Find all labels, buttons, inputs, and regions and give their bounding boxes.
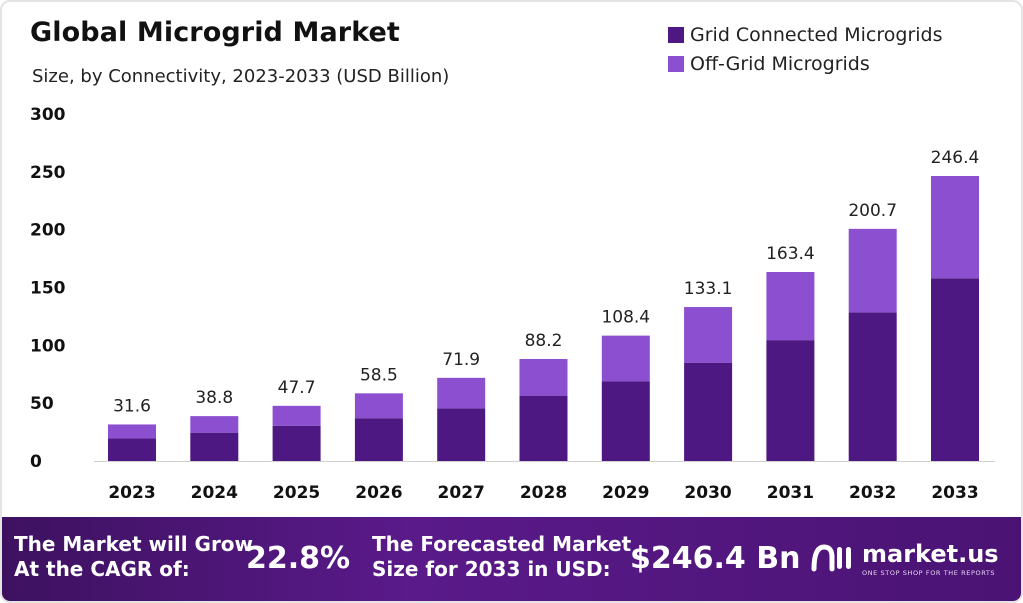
legend-label-grid-connected: Grid Connected Microgrids — [690, 23, 943, 46]
summary-banner: The Market will Grow At the CAGR of: 22.… — [2, 517, 1021, 601]
cagr-label-line2: At the CAGR of: — [14, 557, 190, 581]
bar-grid-connected — [108, 438, 156, 461]
legend-swatch-off-grid — [668, 55, 684, 72]
y-tick-label: 200 — [30, 221, 66, 241]
y-tick-label: 150 — [30, 279, 66, 299]
x-tick-label: 2032 — [849, 483, 896, 503]
x-tick-label: 2030 — [684, 483, 731, 503]
forecast-label-line1: The Forecasted Market — [372, 532, 632, 556]
bar-total-label: 58.5 — [360, 365, 398, 385]
cagr-value: 22.8% — [246, 541, 351, 576]
bar-grid-connected — [272, 425, 321, 461]
bar-total-label: 246.4 — [931, 148, 980, 168]
bar-off-grid — [108, 424, 156, 439]
bar-total-label: 133.1 — [684, 279, 733, 299]
bar-off-grid — [848, 228, 897, 313]
bar-off-grid — [354, 393, 403, 419]
bar-off-grid — [931, 175, 979, 279]
bar-grid-connected — [684, 362, 733, 461]
cagr-label-line1: The Market will Grow — [14, 532, 254, 556]
bar-grid-connected — [848, 312, 897, 461]
bar-total-label: 71.9 — [442, 350, 480, 370]
y-tick-label: 0 — [30, 452, 42, 472]
bar-off-grid — [437, 377, 486, 409]
bar-total-label: 31.6 — [113, 396, 151, 416]
bar-total-label: 200.7 — [848, 201, 897, 221]
chart-subtitle: Size, by Connectivity, 2023-2033 (USD Bi… — [32, 66, 450, 87]
cagr-label: The Market will Grow At the CAGR of: — [14, 532, 253, 582]
brand-tagline: ONE STOP SHOP FOR THE REPORTS — [862, 569, 996, 577]
forecast-value: $246.4 Bn — [630, 541, 801, 576]
legend-label-off-grid: Off-Grid Microgrids — [690, 52, 870, 75]
chart-title: Global Microgrid Market — [30, 17, 400, 48]
y-tick-label: 250 — [30, 163, 66, 183]
y-tick-label: 300 — [30, 105, 66, 125]
x-tick-label: 2025 — [273, 483, 320, 503]
forecast-label-line2: Size for 2033 in USD: — [372, 557, 611, 581]
bar-grid-connected — [190, 432, 239, 461]
bar-total-label: 38.8 — [195, 388, 233, 408]
bar-off-grid — [190, 416, 239, 433]
bar-off-grid — [766, 272, 815, 341]
bar-grid-connected — [437, 408, 486, 461]
brand-logo: market.us ONE STOP SHOP FOR THE REPORTS — [810, 539, 999, 579]
x-tick-label: 2023 — [108, 483, 155, 503]
legend-item-grid-connected: Grid Connected Microgrids — [668, 20, 943, 49]
y-tick-label: 50 — [30, 394, 54, 414]
bar-total-label: 47.7 — [278, 378, 316, 398]
x-tick-label: 2028 — [520, 483, 567, 503]
legend-swatch-grid-connected — [668, 26, 684, 43]
bar-grid-connected — [519, 395, 568, 461]
bar-off-grid — [519, 358, 568, 396]
bar-off-grid — [684, 307, 733, 363]
bar-off-grid — [272, 405, 321, 426]
forecast-label: The Forecasted Market Size for 2033 in U… — [372, 532, 631, 582]
x-tick-label: 2029 — [602, 483, 649, 503]
x-tick-label: 2024 — [191, 483, 238, 503]
bar-total-label: 88.2 — [525, 331, 563, 351]
bar-grid-connected — [354, 418, 403, 461]
x-tick-label: 2027 — [438, 483, 485, 503]
x-tick-label: 2031 — [767, 483, 814, 503]
chart-legend: Grid Connected Microgrids Off-Grid Micro… — [668, 20, 943, 78]
x-tick-label: 2033 — [931, 483, 978, 503]
x-tick-label: 2026 — [355, 483, 402, 503]
market-us-logo-icon — [811, 544, 851, 572]
bar-total-label: 163.4 — [766, 244, 815, 264]
bar-chart: 0 50 100 150 200 250 300 31.6 2023 38.8 2024 47.7 20… — [30, 105, 995, 503]
bar-total-label: 108.4 — [601, 308, 650, 328]
legend-item-off-grid: Off-Grid Microgrids — [668, 49, 943, 78]
bar-grid-connected — [601, 381, 650, 461]
bar-off-grid — [601, 335, 650, 382]
y-tick-label: 100 — [30, 336, 66, 356]
bar-grid-connected — [931, 278, 979, 461]
brand-name: market.us — [862, 540, 999, 568]
bar-grid-connected — [766, 340, 815, 461]
